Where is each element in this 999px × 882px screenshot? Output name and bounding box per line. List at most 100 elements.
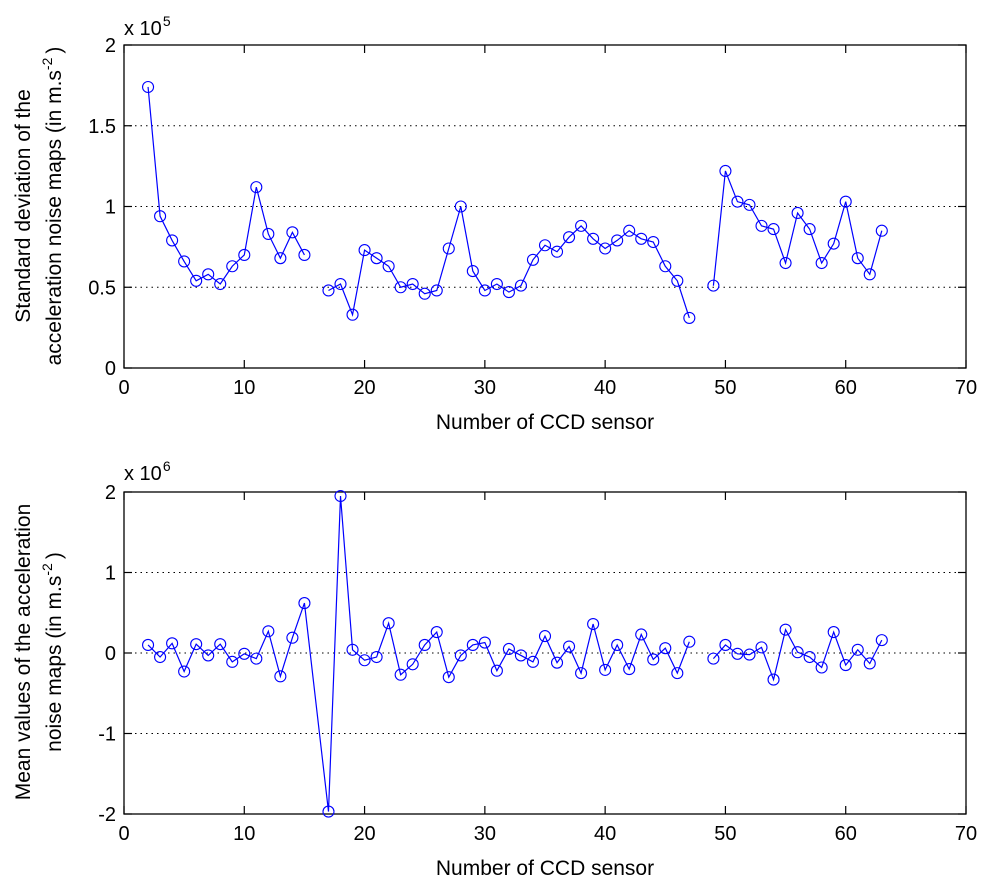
data-point <box>779 256 792 270</box>
x-tick-label: 60 <box>835 823 857 845</box>
data-point <box>587 617 600 631</box>
data-point <box>142 638 155 652</box>
data-point <box>286 226 299 239</box>
data-point <box>755 219 768 232</box>
data-point <box>851 643 864 656</box>
data-point <box>178 665 191 678</box>
y-tick-label: 0.5 <box>88 277 116 299</box>
data-point <box>142 80 155 94</box>
y-axis-label-line1: Standard deviation of the <box>12 89 35 323</box>
data-point <box>743 648 756 661</box>
x-tick-label: 40 <box>594 823 616 845</box>
data-point <box>538 239 552 252</box>
mean-values-chart: 0 10 20 30 40 50 60 70 -2 -1 0 1 2 x 106 Number of … <box>12 458 977 880</box>
data-point <box>875 224 888 237</box>
y-tick-label: 1 <box>105 563 116 585</box>
x-tick-label: 40 <box>594 377 616 399</box>
data-point <box>238 248 251 261</box>
data-point <box>791 206 804 220</box>
data-point <box>526 253 540 266</box>
x-tick-labels: 0 10 20 30 40 50 60 70 <box>118 823 977 845</box>
data-point <box>863 268 876 281</box>
data-point <box>803 650 816 664</box>
data-point <box>430 284 443 297</box>
data-point <box>767 673 780 686</box>
data-point <box>623 224 636 237</box>
x-tick-label: 0 <box>118 823 129 845</box>
data-point <box>587 232 600 245</box>
x-tick-label: 0 <box>118 377 129 399</box>
data-point <box>767 223 780 236</box>
x-tick-label: 20 <box>353 823 375 845</box>
y-tick-label: -2 <box>98 804 116 826</box>
data-point <box>514 279 527 292</box>
x-tick-label: 70 <box>955 823 977 845</box>
data-point <box>478 284 491 297</box>
y-axis-label-line2: acceleration noise maps (in m.s-2) <box>39 47 66 366</box>
y-tick-label: 1 <box>105 197 116 219</box>
data-point <box>659 642 672 655</box>
x-tick-label: 10 <box>233 377 255 399</box>
x-axis-label: Number of CCD sensor <box>436 857 654 880</box>
data-point <box>358 654 371 667</box>
y-axis-label-unit-exponent: -2 <box>39 57 55 70</box>
data-point <box>406 277 419 291</box>
data-point <box>647 235 660 249</box>
data-point <box>731 647 744 660</box>
y-axis-label-line2-text: acceleration noise maps (in m.s <box>43 70 66 365</box>
data-point <box>298 248 311 261</box>
data-point <box>190 274 203 287</box>
data-point <box>719 638 732 652</box>
data-point <box>575 219 588 232</box>
x-tick-label: 30 <box>474 377 496 399</box>
x-tick-label: 50 <box>714 823 736 845</box>
y-tick-label: 2 <box>105 35 116 57</box>
tick-marks <box>123 491 967 815</box>
y-tick-label: 2 <box>105 482 116 504</box>
data-point <box>478 636 491 649</box>
series-line <box>328 206 690 319</box>
tick-marks <box>123 44 967 369</box>
data-point <box>863 657 876 670</box>
y-axis-label: Standard deviation of the acceleration n… <box>12 47 66 366</box>
data-point <box>202 649 215 662</box>
y-axis-label-close: ) <box>43 47 66 54</box>
data-point <box>563 640 576 653</box>
y-tick-labels: 0 0.5 1 1.5 2 <box>88 35 116 380</box>
data-point <box>406 658 419 671</box>
plot-area <box>123 44 967 369</box>
x-tick-label: 30 <box>474 823 496 845</box>
data-point <box>526 655 540 668</box>
data-series <box>142 80 888 324</box>
data-series <box>142 489 888 818</box>
x-tick-label: 10 <box>233 823 255 845</box>
data-point <box>226 655 239 668</box>
data-point <box>346 643 359 656</box>
exponent-base: x 10 <box>124 18 162 40</box>
y-axis-label-line2: noise maps (in m.s-2) <box>39 552 66 752</box>
y-axis-label-unit-exponent: -2 <box>39 563 55 576</box>
data-point <box>707 652 720 665</box>
x-tick-label: 20 <box>353 377 375 399</box>
y-tick-label: 0 <box>105 358 116 380</box>
data-point <box>827 626 840 639</box>
data-point <box>599 663 612 676</box>
data-point <box>683 635 696 648</box>
data-point <box>382 617 395 630</box>
data-point <box>563 231 576 244</box>
data-point <box>755 641 768 654</box>
y-tick-label: 1.5 <box>88 116 116 138</box>
data-point <box>514 649 527 662</box>
x-tick-labels: 0 10 20 30 40 50 60 70 <box>118 377 977 399</box>
y-tick-label: 0 <box>105 643 116 665</box>
data-point <box>550 656 564 669</box>
y-exponent-label: x 105 <box>124 13 171 40</box>
data-point <box>490 664 503 677</box>
data-point <box>647 653 660 666</box>
data-point <box>803 223 816 236</box>
data-point <box>214 638 227 651</box>
data-point <box>550 245 564 258</box>
data-point <box>635 232 648 245</box>
data-point <box>298 597 311 610</box>
